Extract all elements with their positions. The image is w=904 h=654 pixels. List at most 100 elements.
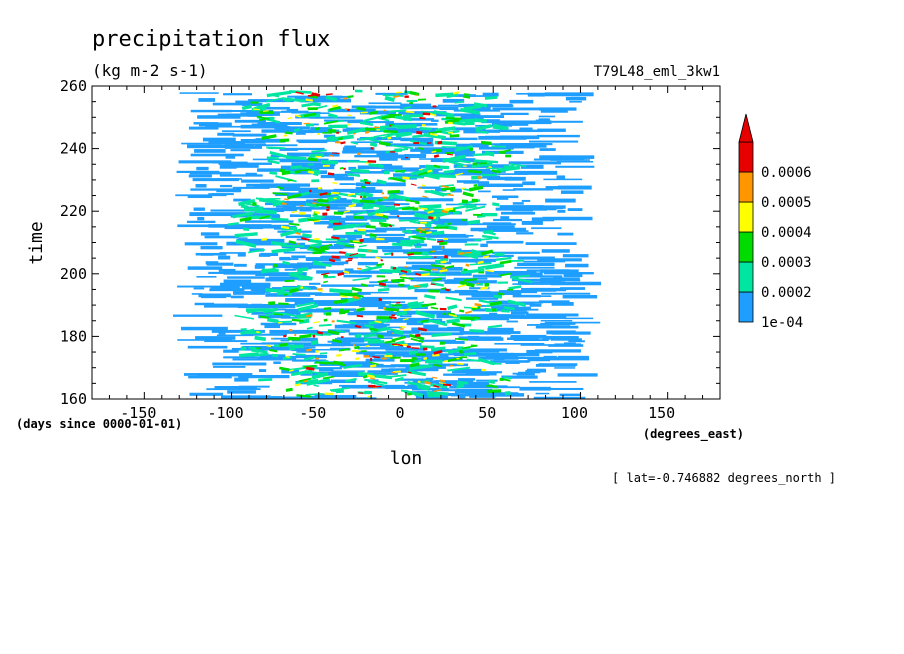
colorbar-label: 0.0006 <box>761 165 812 181</box>
precip-patch <box>419 126 432 131</box>
precip-streak <box>309 282 321 285</box>
precip-patch <box>258 118 266 122</box>
precip-streak <box>347 237 357 241</box>
precip-patch <box>447 304 458 311</box>
precip-streak <box>564 317 594 320</box>
precip-patch <box>364 323 375 329</box>
precip-patch <box>366 374 375 379</box>
precip-streak <box>441 137 478 141</box>
precip-patch <box>284 131 293 135</box>
precip-patch <box>294 333 297 337</box>
precip-streak <box>310 396 325 399</box>
precip-streak <box>486 225 515 229</box>
precip-patch <box>234 232 258 238</box>
precip-patch <box>454 100 464 104</box>
precip-patch <box>441 267 446 270</box>
precip-streak <box>385 143 434 147</box>
precip-streak <box>516 232 534 235</box>
precip-patch <box>456 357 460 360</box>
precip-streak <box>282 205 296 209</box>
precip-streak <box>509 99 534 104</box>
precip-streak <box>237 252 246 257</box>
precip-patch <box>410 337 424 343</box>
precip-patch <box>454 337 469 341</box>
precip-patch <box>338 136 343 141</box>
precip-patch <box>367 340 385 344</box>
precip-patch <box>429 112 437 117</box>
precip-patch <box>238 352 259 358</box>
precip-patch <box>409 364 433 371</box>
precip-patch <box>243 227 250 232</box>
precip-patch <box>344 252 366 258</box>
precip-patch <box>478 162 488 165</box>
precip-patch <box>316 132 321 136</box>
precip-patch <box>353 216 364 219</box>
precip-patch <box>333 191 357 198</box>
precip-patch <box>344 309 350 314</box>
precip-streak <box>181 142 222 145</box>
precip-patch <box>475 130 489 134</box>
precip-patch <box>378 117 390 122</box>
precip-streak <box>569 100 582 103</box>
precip-patch <box>347 192 355 197</box>
precip-streak <box>355 187 376 191</box>
precip-patch <box>458 251 465 256</box>
precip-streak <box>213 366 246 368</box>
precip-patch <box>380 124 399 129</box>
precip-streak <box>449 385 459 389</box>
precip-patch <box>323 120 339 125</box>
precip-streak <box>197 115 241 119</box>
precip-streak <box>464 95 492 97</box>
precip-streak <box>192 178 239 182</box>
precip-streak <box>255 272 307 277</box>
precip-patch <box>460 356 468 359</box>
precip-patch <box>430 132 439 137</box>
precip-streak <box>443 373 490 376</box>
precip-patch <box>267 159 280 165</box>
precip-streak <box>478 183 523 188</box>
precip-patch <box>432 277 442 282</box>
precip-patch <box>305 369 326 375</box>
precip-streak <box>234 119 266 123</box>
precip-patch <box>339 251 346 254</box>
precip-patch <box>332 223 357 231</box>
precip-streak <box>347 311 392 316</box>
precip-patch <box>353 211 368 216</box>
precip-patch <box>323 318 328 322</box>
precip-streak <box>548 271 579 274</box>
precip-streak <box>452 381 490 386</box>
precip-patch <box>350 141 359 145</box>
precip-patch <box>444 255 448 259</box>
colorbar-label: 0.0002 <box>761 285 812 301</box>
precip-patch <box>433 110 455 117</box>
precip-patch <box>486 269 495 273</box>
precip-patch <box>299 205 304 207</box>
precip-streak <box>528 140 579 143</box>
precip-patch <box>442 383 452 387</box>
precip-patch <box>251 349 268 354</box>
precip-patch <box>312 251 323 255</box>
precip-patch <box>256 330 260 334</box>
precip-patch <box>415 228 429 235</box>
precip-patch <box>368 163 378 168</box>
precip-patch <box>368 361 379 366</box>
precip-streak <box>428 359 485 362</box>
precip-patch <box>399 276 414 280</box>
precip-streak <box>291 339 319 342</box>
precip-streak <box>394 318 443 323</box>
precip-patch <box>298 311 313 318</box>
precip-streak <box>314 331 340 335</box>
precip-streak <box>480 243 488 248</box>
precip-patch <box>349 364 360 368</box>
precip-patch <box>454 172 464 176</box>
precip-streak <box>557 373 598 377</box>
precip-streak <box>189 171 232 175</box>
precip-patch <box>311 92 321 97</box>
precip-patch <box>364 130 370 134</box>
precip-streak <box>510 275 563 278</box>
precip-streak <box>338 302 353 306</box>
precip-patch <box>336 241 350 247</box>
precip-patch <box>319 243 333 249</box>
precip-streak <box>305 300 351 303</box>
y-tick-label: 260 <box>60 77 87 95</box>
